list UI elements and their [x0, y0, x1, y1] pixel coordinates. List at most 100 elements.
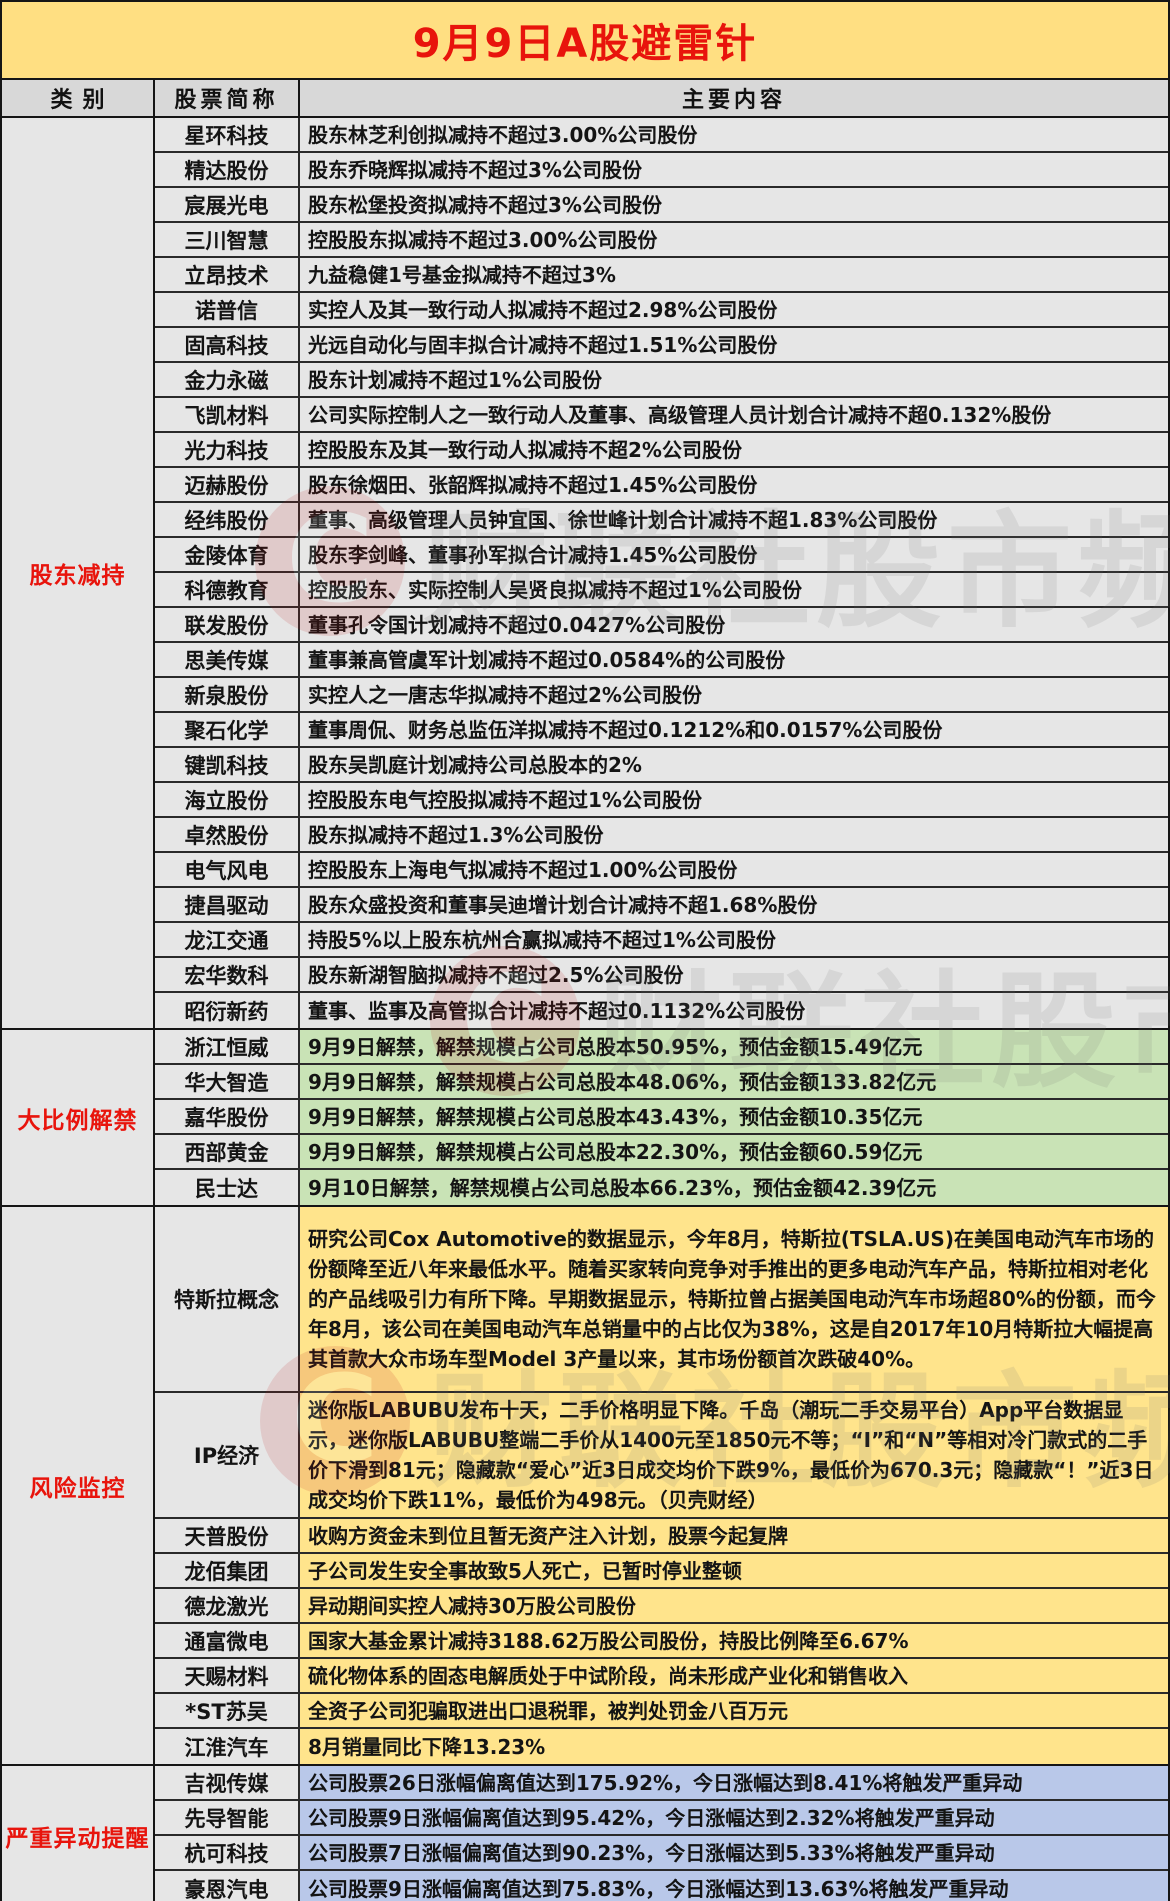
content-cell: 股东新湖智脑拟减持不超过2.5%公司股份	[300, 958, 1168, 991]
content-text: 研究公司Cox Automotive的数据显示，今年8月，特斯拉(TSLA.US…	[308, 1227, 1156, 1371]
table-row: 诺普信 实控人及其一致行动人拟减持不超过2.98%公司股份	[155, 293, 1168, 328]
table-row: 华大智造 9月9日解禁，解禁规模占公司总股本48.06%，预估金额133.82亿元	[155, 1065, 1168, 1100]
column-header-category: 类别	[2, 80, 155, 116]
stock-name-cell: IP经济	[155, 1393, 300, 1517]
content-cell: 异动期间实控人减持30万股公司股份	[300, 1589, 1168, 1622]
table-row: 天赐材料 硫化物体系的固态电解质处于中试阶段，尚未形成产业化和销售收入	[155, 1659, 1168, 1694]
stock-name-cell: 杭可科技	[155, 1836, 300, 1869]
content-text: 公司实际控制人之一致行动人及董事、高级管理人员计划合计减持不超0.132%股份	[308, 402, 1052, 427]
stock-name-cell: 龙江交通	[155, 923, 300, 956]
stock-name-cell: 思美传媒	[155, 643, 300, 676]
stock-name-cell: 龙佰集团	[155, 1554, 300, 1587]
column-header-stock: 股票简称	[155, 80, 300, 116]
content-cell: 9月9日解禁，解禁规模占公司总股本48.06%，预估金额133.82亿元	[300, 1065, 1168, 1098]
content-cell: 9月9日解禁，解禁规模占公司总股本43.43%，预估金额10.35亿元	[300, 1100, 1168, 1133]
stock-name-cell: 特斯拉概念	[155, 1207, 300, 1391]
table-row: 立昂技术 九益稳健1号基金拟减持不超过3%	[155, 258, 1168, 293]
table-row: 卓然股份 股东拟减持不超过1.3%公司股份	[155, 818, 1168, 853]
content-text: 股东徐烟田、张韶辉拟减持不超过1.45%公司股份	[308, 472, 758, 497]
stock-name-cell: 海立股份	[155, 783, 300, 816]
stock-name-cell: 联发股份	[155, 608, 300, 641]
content-text: 股东众盛投资和董事吴迪增计划合计减持不超1.68%股份	[308, 892, 818, 917]
content-cell: 9月9日解禁，解禁规模占公司总股本22.30%，预估金额60.59亿元	[300, 1135, 1168, 1168]
table-row: 金力永磁 股东计划减持不超过1%公司股份	[155, 363, 1168, 398]
content-text: 公司股票9日涨幅偏离值达到75.83%，今日涨幅达到13.63%将触发严重异动	[308, 1876, 1009, 1901]
section-1: 股东减持 星环科技 股东林芝利创拟减持不超过3.00%公司股份 精达股份 股东乔晓辉拟减…	[2, 118, 1168, 1030]
stock-name-cell: 飞凯材料	[155, 398, 300, 431]
content-text: 股东拟减持不超过1.3%公司股份	[308, 822, 604, 847]
stock-name-cell: 键凯科技	[155, 748, 300, 781]
content-cell: 控股股东及其一致行动人拟减持不超2%公司股份	[300, 433, 1168, 466]
table-row: 先导智能 公司股票9日涨幅偏离值达到95.42%，今日涨幅达到2.32%将触发严重…	[155, 1801, 1168, 1836]
content-text: 子公司发生安全事故致5人死亡，已暂时停业整顿	[308, 1558, 742, 1583]
content-text: 股东新湖智脑拟减持不超过2.5%公司股份	[308, 962, 684, 987]
content-text: 九益稳健1号基金拟减持不超过3%	[308, 262, 616, 287]
table-row: 通富微电 国家大基金累计减持3188.62万股公司股份，持股比例降至6.67%	[155, 1624, 1168, 1659]
content-text: 控股股东及其一致行动人拟减持不超2%公司股份	[308, 437, 742, 462]
stock-name-cell: 宸展光电	[155, 188, 300, 221]
content-cell: 公司股票26日涨幅偏离值达到175.92%，今日涨幅达到8.41%将触发严重异动	[300, 1766, 1168, 1799]
table-row: 聚石化学 董事周侃、财务总监伍洋拟减持不超过0.1212%和0.0157%公司股份	[155, 713, 1168, 748]
content-cell: 股东李剑峰、董事孙军拟合计减持1.45%公司股份	[300, 538, 1168, 571]
content-cell: 董事、高级管理人员钟宜国、徐世峰计划合计减持不超1.83%公司股份	[300, 503, 1168, 536]
content-text: 8月销量同比下降13.23%	[308, 1734, 546, 1759]
content-text: 控股股东、实际控制人吴贤良拟减持不超过1%公司股份	[308, 577, 802, 602]
content-text: 股东吴凯庭计划减持公司总股本的2%	[308, 752, 642, 777]
table-row: 龙江交通 持股5%以上股东杭州合赢拟减持不超过1%公司股份	[155, 923, 1168, 958]
content-cell: 股东松堡投资拟减持不超过3%公司股份	[300, 188, 1168, 221]
table-row: 天普股份 收购方资金未到位且暂无资产注入计划，股票今起复牌	[155, 1519, 1168, 1554]
section-2: 大比例解禁 浙江恒威 9月9日解禁，解禁规模占公司总股本50.95%，预估金额15.…	[2, 1030, 1168, 1207]
content-cell: 九益稳健1号基金拟减持不超过3%	[300, 258, 1168, 291]
stock-name-cell: 华大智造	[155, 1065, 300, 1098]
content-text: 异动期间实控人减持30万股公司股份	[308, 1593, 636, 1618]
content-cell: 董事、监事及高管拟合计减持不超过0.1132%公司股份	[300, 993, 1168, 1028]
stock-name-cell: *ST苏吴	[155, 1694, 300, 1727]
content-cell: 股东众盛投资和董事吴迪增计划合计减持不超1.68%股份	[300, 888, 1168, 921]
stock-name-cell: 聚石化学	[155, 713, 300, 746]
content-text: 收购方资金未到位且暂无资产注入计划，股票今起复牌	[308, 1523, 788, 1548]
table-header-row: 类别 股票简称 主要内容	[2, 80, 1168, 118]
table-row: 联发股份 董事孔令国计划减持不超过0.0427%公司股份	[155, 608, 1168, 643]
content-cell: 股东拟减持不超过1.3%公司股份	[300, 818, 1168, 851]
category-label: 风险监控	[29, 1475, 126, 1502]
content-cell: 股东乔晓辉拟减持不超过3%公司股份	[300, 153, 1168, 186]
table-row: IP经济 迷你版LABUBU发布十天，二手价格明显下降。千岛（潮玩二手交易平台）A…	[155, 1393, 1168, 1519]
content-cell: 9月10日解禁，解禁规模占公司总股本66.23%，预估金额42.39亿元	[300, 1170, 1168, 1205]
table-row: 经纬股份 董事、高级管理人员钟宜国、徐世峰计划合计减持不超1.83%公司股份	[155, 503, 1168, 538]
content-cell: 国家大基金累计减持3188.62万股公司股份，持股比例降至6.67%	[300, 1624, 1168, 1657]
table-row: 吉视传媒 公司股票26日涨幅偏离值达到175.92%，今日涨幅达到8.41%将触发…	[155, 1766, 1168, 1801]
content-cell: 硫化物体系的固态电解质处于中试阶段，尚未形成产业化和销售收入	[300, 1659, 1168, 1692]
section-3: 风险监控 特斯拉概念 研究公司Cox Automotive的数据显示，今年8月，特斯…	[2, 1207, 1168, 1766]
stock-name-cell: 固高科技	[155, 328, 300, 361]
column-header-main: 主要内容	[681, 88, 786, 113]
content-cell: 公司股票9日涨幅偏离值达到75.83%，今日涨幅达到13.63%将触发严重异动	[300, 1871, 1168, 1901]
content-text: 公司股票26日涨幅偏离值达到175.92%，今日涨幅达到8.41%将触发严重异动	[308, 1770, 1023, 1795]
table-sections: 股东减持 星环科技 股东林芝利创拟减持不超过3.00%公司股份 精达股份 股东乔晓辉拟减…	[2, 118, 1168, 1901]
content-text: 持股5%以上股东杭州合赢拟减持不超过1%公司股份	[308, 927, 776, 952]
content-text: 光远自动化与固丰拟合计减持不超过1.51%公司股份	[308, 332, 778, 357]
stock-name-cell: 立昂技术	[155, 258, 300, 291]
table-row: 金陵体育 股东李剑峰、董事孙军拟合计减持1.45%公司股份	[155, 538, 1168, 573]
table-row: 新泉股份 实控人之一唐志华拟减持不超过2%公司股份	[155, 678, 1168, 713]
stock-name-cell: 金力永磁	[155, 363, 300, 396]
content-text: 9月9日解禁，解禁规模占公司总股本43.43%，预估金额10.35亿元	[308, 1104, 923, 1129]
table-row: 江淮汽车 8月销量同比下降13.23%	[155, 1729, 1168, 1764]
table-row: *ST苏吴 全资子公司犯骗取进出口退税罪，被判处罚金八百万元	[155, 1694, 1168, 1729]
table-row: 迈赫股份 股东徐烟田、张韶辉拟减持不超过1.45%公司股份	[155, 468, 1168, 503]
content-cell: 董事周侃、财务总监伍洋拟减持不超过0.1212%和0.0157%公司股份	[300, 713, 1168, 746]
section-rows: 星环科技 股东林芝利创拟减持不超过3.00%公司股份 精达股份 股东乔晓辉拟减持不超过…	[155, 118, 1168, 1028]
content-text: 董事、监事及高管拟合计减持不超过0.1132%公司股份	[308, 998, 806, 1023]
content-cell: 公司股票7日涨幅偏离值达到90.23%，今日涨幅达到5.33%将触发严重异动	[300, 1836, 1168, 1869]
table-row: 昭衍新药 董事、监事及高管拟合计减持不超过0.1132%公司股份	[155, 993, 1168, 1028]
table-row: 龙佰集团 子公司发生安全事故致5人死亡，已暂时停业整顿	[155, 1554, 1168, 1589]
stock-name-cell: 三川智慧	[155, 223, 300, 256]
content-text: 9月9日解禁，解禁规模占公司总股本48.06%，预估金额133.82亿元	[308, 1069, 937, 1094]
stock-name-cell: 宏华数科	[155, 958, 300, 991]
table-row: 三川智慧 控股股东拟减持不超过3.00%公司股份	[155, 223, 1168, 258]
content-text: 公司股票9日涨幅偏离值达到95.42%，今日涨幅达到2.32%将触发严重异动	[308, 1805, 995, 1830]
content-cell: 研究公司Cox Automotive的数据显示，今年8月，特斯拉(TSLA.US…	[300, 1207, 1168, 1391]
table-row: 豪恩汽电 公司股票9日涨幅偏离值达到75.83%，今日涨幅达到13.63%将触发严…	[155, 1871, 1168, 1901]
table-row: 键凯科技 股东吴凯庭计划减持公司总股本的2%	[155, 748, 1168, 783]
content-cell: 子公司发生安全事故致5人死亡，已暂时停业整顿	[300, 1554, 1168, 1587]
section-rows: 吉视传媒 公司股票26日涨幅偏离值达到175.92%，今日涨幅达到8.41%将触发…	[155, 1766, 1168, 1901]
